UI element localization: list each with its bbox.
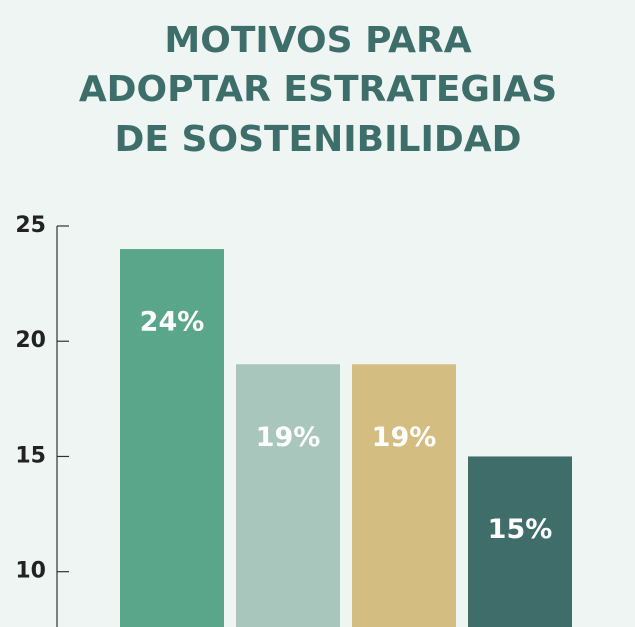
bar [236,364,340,627]
bar [120,249,224,627]
chart-title: DE SOSTENIBILIDAD [115,119,522,160]
y-tick-label: 20 [15,328,46,353]
data-label: 19% [256,422,321,453]
data-label: 24% [140,307,205,338]
bar [352,364,456,627]
y-tick-label: 15 [15,443,46,468]
data-label: 15% [488,514,553,545]
y-tick-label: 10 [15,559,46,584]
chart-title: ADOPTAR ESTRATEGIAS [79,69,557,110]
y-tick-label: 25 [15,213,46,238]
chart-title: MOTIVOS PARA [164,20,471,61]
bar [468,456,572,627]
data-label: 19% [372,422,437,453]
